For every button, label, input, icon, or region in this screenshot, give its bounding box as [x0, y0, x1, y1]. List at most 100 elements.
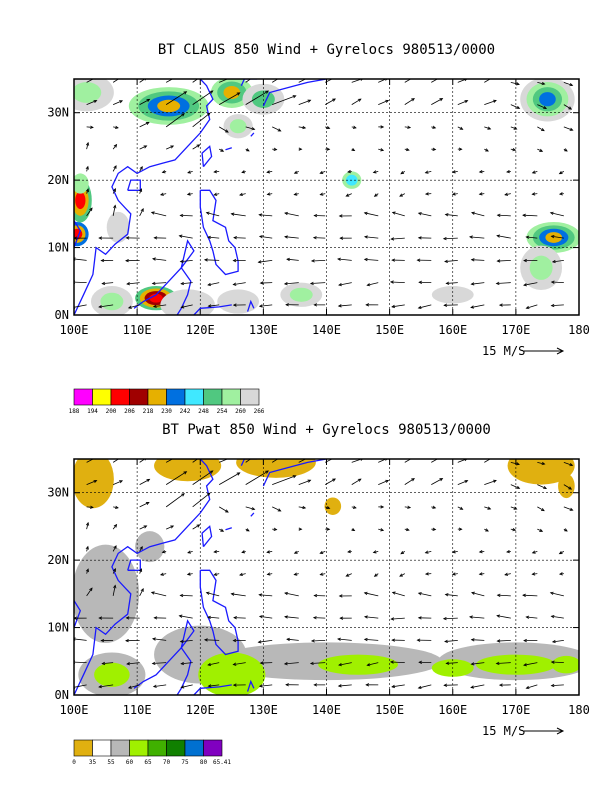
wind-vector: [166, 525, 174, 530]
wind-vector-head: [470, 258, 475, 262]
wind-vector: [392, 684, 405, 688]
wind-vector-head: [186, 572, 191, 576]
legend-swatch: [110, 388, 130, 406]
wind-vector-head: [285, 303, 289, 307]
wind-vector-head: [541, 127, 545, 132]
wind-vector-head: [319, 572, 324, 576]
wind-vector-head: [284, 235, 288, 239]
wind-vector-head: [352, 505, 357, 509]
wind-vector-head: [319, 170, 324, 174]
x-tick-label: 130E: [249, 703, 278, 717]
y-tick-label: 30N: [47, 486, 69, 500]
wind-vector: [153, 304, 167, 308]
wind-vector-head: [284, 211, 288, 216]
coastline: [199, 569, 239, 656]
wind-vector: [86, 480, 97, 485]
wind-vector-head: [187, 550, 192, 554]
wind-vector-head: [291, 69, 294, 72]
contour-fill: [229, 119, 247, 134]
wind-vector-head: [558, 192, 563, 196]
wind-vector-head: [424, 170, 429, 174]
wind-vector: [364, 616, 379, 619]
wind-vector-head: [225, 509, 229, 513]
wind-vector-head: [432, 527, 437, 531]
y-tick-label: 30N: [47, 106, 69, 120]
wind-vector-head: [363, 615, 368, 619]
wind-vector: [272, 506, 281, 512]
wind-vector-head: [100, 638, 105, 643]
wind-vector: [445, 594, 458, 597]
wind-vector-head: [380, 505, 385, 509]
wind-vector: [208, 236, 220, 239]
wind-vector-head: [439, 98, 444, 102]
wind-vector-head: [442, 616, 447, 621]
wind-vector-head: [170, 525, 175, 529]
wind-vector: [445, 214, 458, 217]
wind-vector-head: [277, 508, 282, 512]
contour-fill: [74, 173, 89, 194]
vector-reference-label: 15 M/S: [482, 724, 525, 738]
wind-vector-head: [478, 572, 483, 576]
legend-swatch: [92, 388, 112, 406]
wind-vector: [471, 282, 485, 285]
wind-vector: [378, 459, 387, 463]
wind-vector-head: [93, 479, 98, 484]
wind-vector-head: [127, 305, 132, 309]
wind-vector-head: [225, 129, 229, 133]
wind-vector-head: [351, 147, 356, 152]
wind-vector-head: [245, 148, 250, 152]
wind-vector-head: [85, 165, 89, 170]
wind-vector-head: [258, 684, 263, 688]
wind-vector: [234, 237, 246, 239]
wind-vector-head: [366, 663, 371, 667]
wind-vector-head: [170, 145, 175, 149]
wind-vector-head: [209, 470, 214, 474]
wind-vector: [180, 259, 193, 263]
wind-vector-head: [380, 125, 385, 129]
wind-vector: [325, 98, 336, 105]
wind-vector: [179, 615, 193, 619]
wind-vector: [470, 684, 485, 688]
wind-vector: [425, 170, 432, 174]
wind-vector-head: [233, 616, 237, 620]
wind-vector: [128, 684, 140, 689]
wind-vector-head: [417, 685, 422, 690]
wind-vector: [378, 480, 389, 485]
wind-vector-head: [161, 170, 166, 174]
wind-vector-head: [307, 99, 312, 103]
wind-vector: [431, 98, 443, 105]
wind-vector: [537, 506, 545, 512]
wind-vector-head: [496, 234, 501, 238]
contour-fill: [157, 99, 181, 113]
coastline: [250, 132, 255, 137]
wind-vector-head: [207, 304, 212, 308]
wind-vector: [526, 684, 538, 689]
wind-vector-head: [153, 616, 158, 620]
wind-vector: [245, 126, 255, 130]
wind-vector-head: [241, 170, 246, 174]
wind-vector: [364, 638, 379, 641]
wind-vector-head: [266, 572, 271, 576]
wind-vector-head: [238, 73, 241, 75]
wind-vector-head: [140, 208, 144, 212]
wind-vector: [245, 470, 269, 485]
x-tick-label: 160E: [438, 703, 467, 717]
wind-vector: [551, 235, 564, 239]
wind-vector-head: [516, 485, 521, 489]
x-tick-label: 120E: [186, 323, 215, 337]
wind-vector: [391, 617, 405, 620]
x-tick-label: 170E: [501, 323, 530, 337]
wind-vector-head: [418, 280, 423, 284]
wind-vector: [446, 282, 458, 284]
wind-vector-head: [389, 280, 394, 284]
wind-vector: [425, 550, 432, 554]
wind-vector-head: [471, 591, 475, 595]
wind-vector-head: [293, 550, 298, 554]
wind-vector-head: [251, 127, 256, 131]
wind-vector: [563, 484, 572, 490]
coastline: [133, 646, 192, 695]
wind-vector: [367, 282, 379, 286]
wind-vector-head: [309, 281, 314, 286]
y-tick-label: 0N: [55, 308, 69, 322]
